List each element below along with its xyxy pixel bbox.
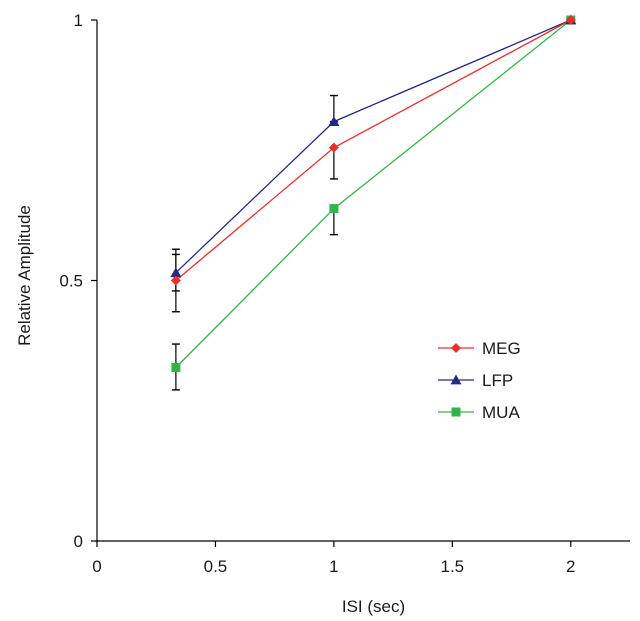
data-point-meg — [170, 275, 181, 286]
legend-item-meg: MEG — [438, 339, 521, 358]
y-tick-label: 0 — [74, 532, 83, 551]
x-tick-label: 1 — [329, 557, 338, 576]
data-point-meg — [565, 15, 576, 25]
data-point-meg — [328, 142, 339, 153]
legend: MEG LFP MUA — [438, 339, 521, 422]
series-line-meg — [175, 19, 572, 281]
series-line-mua — [175, 19, 572, 368]
legend-marker — [451, 407, 461, 417]
legend-marker — [451, 343, 461, 353]
y-tick-label: 1 — [74, 11, 83, 30]
x-axis-title: ISI (sec) — [342, 597, 405, 616]
series-line-lfp — [175, 19, 572, 274]
data-point-lfp — [170, 267, 182, 278]
legend-item-mua: MUA — [438, 403, 520, 422]
series-layer — [175, 19, 572, 368]
data-point-lfp — [328, 116, 340, 126]
ticks: 0 0.5 1 1.5 2 0 0.5 1 — [59, 11, 575, 576]
legend-item-lfp: LFP — [438, 371, 513, 390]
legend-label: MUA — [482, 403, 520, 422]
x-tick-label: 0 — [92, 557, 101, 576]
legend-label: LFP — [482, 371, 513, 390]
x-tick-label: 1.5 — [441, 557, 465, 576]
data-point-mua — [329, 204, 339, 214]
legend-label: MEG — [482, 339, 521, 358]
data-point-mua — [171, 363, 181, 373]
y-axis-title: Relative Amplitude — [15, 205, 34, 346]
marker-layer — [170, 14, 577, 373]
legend-marker — [450, 374, 462, 385]
x-tick-label: 0.5 — [204, 557, 228, 576]
x-tick-label: 2 — [566, 557, 575, 576]
y-tick-label: 0.5 — [59, 272, 83, 291]
